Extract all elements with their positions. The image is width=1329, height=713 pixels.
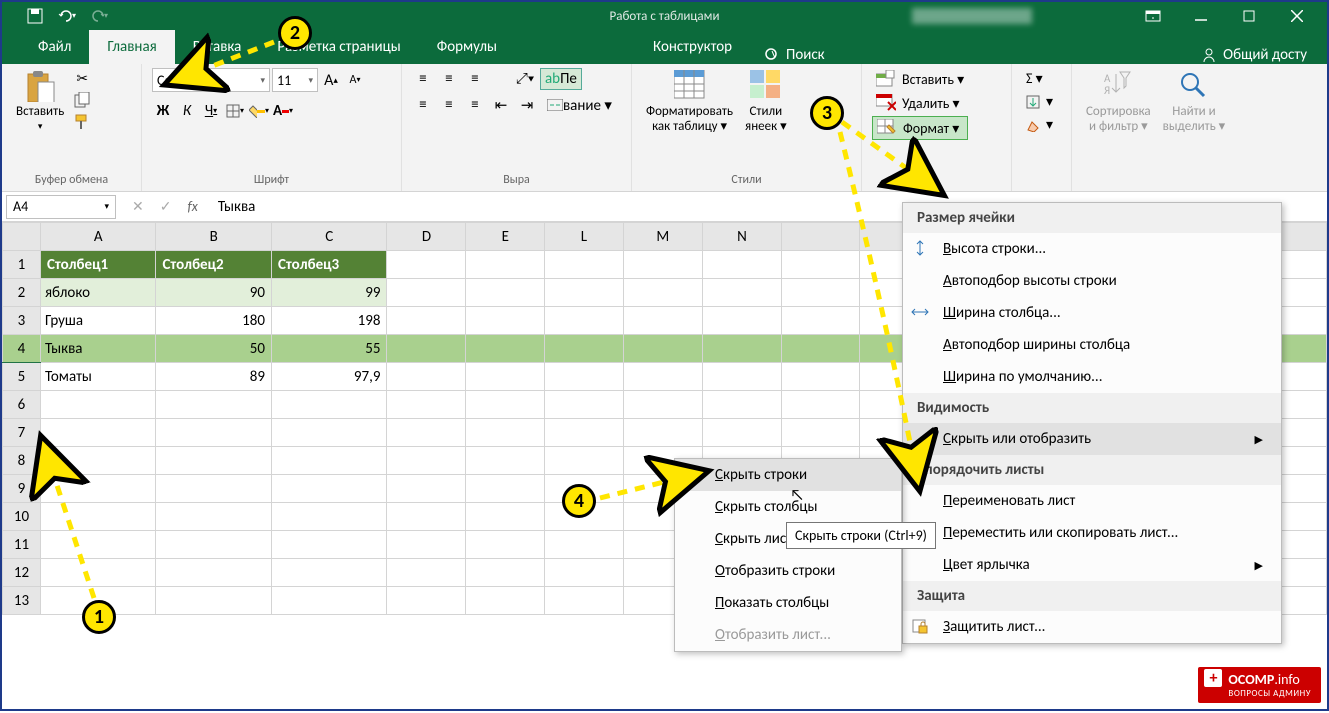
wrap-text-button[interactable]: ab Пе	[540, 68, 582, 90]
watermark: OCOMP.info ВОПРОСЫ АДМИНУ	[1198, 667, 1321, 703]
undo-icon[interactable]: ▾	[58, 7, 76, 25]
cancel-formula-icon[interactable]: ✕	[132, 198, 144, 215]
quick-access-toolbar: ▾ ▾	[2, 7, 108, 25]
tell-me-search[interactable]: Поиск	[750, 46, 839, 64]
minimize-icon[interactable]	[1181, 2, 1221, 30]
ribbon-tabs: Файл Главная Вставка Разметка страницы Ф…	[2, 30, 1327, 64]
shrink-font-icon[interactable]: A▾	[344, 69, 366, 91]
sort-filter-button[interactable]: AЯ Сортировка и фильтр ▾	[1082, 68, 1155, 136]
format-as-table-button[interactable]: Форматировать как таблицу ▾	[642, 68, 737, 136]
group-styles-label: Стили	[642, 171, 851, 189]
menu-item[interactable]: Показать столбцы	[675, 587, 901, 619]
font-size-combo[interactable]: 11▾	[272, 68, 318, 92]
annotation-badge: 4	[562, 484, 596, 518]
cell-styles-button[interactable]: Стили янеек ▾	[741, 68, 791, 136]
tab-insert[interactable]: Вставка	[175, 30, 260, 64]
menu-item[interactable]: Автоподбор ширины столбца	[903, 329, 1281, 361]
align-right-icon[interactable]: ≡	[464, 94, 486, 116]
find-select-button[interactable]: Найти и выделить ▾	[1159, 68, 1230, 136]
save-icon[interactable]	[26, 7, 44, 25]
fill-color-icon[interactable]: ▾	[248, 100, 270, 122]
grow-font-icon[interactable]: A▴	[320, 69, 342, 91]
delete-cells-button[interactable]: Удалить ▾	[872, 92, 968, 114]
align-center-icon[interactable]: ≡	[438, 94, 460, 116]
menu-item[interactable]: Защитить лист...	[903, 611, 1281, 643]
paste-button[interactable]: Вставить ▾	[12, 68, 68, 134]
tab-home[interactable]: Главная	[89, 30, 174, 64]
fx-icon[interactable]: fx	[187, 198, 197, 215]
autosum-icon[interactable]: Σ ▾	[1022, 68, 1057, 89]
menu-item[interactable]: Скрыть столбцы	[675, 491, 901, 523]
orientation-icon[interactable]: ⤢▾	[514, 68, 536, 90]
align-bottom-icon[interactable]: ≡	[464, 68, 486, 90]
title-context: Работа с таблицами	[610, 9, 720, 24]
group-font-label: Шрифт	[152, 171, 391, 189]
indent-dec-icon[interactable]: ⇤	[490, 94, 512, 116]
menu-item[interactable]: Скрыть или отобразить▶	[903, 423, 1281, 455]
insert-cells-button[interactable]: Вставить ▾	[872, 68, 968, 90]
menu-item[interactable]: Автоподбор высоты строки	[903, 265, 1281, 297]
redo-icon[interactable]: ▾	[90, 7, 108, 25]
account-name[interactable]	[912, 8, 1032, 24]
tab-table-design[interactable]: Конструктор	[635, 30, 750, 64]
cut-icon[interactable]: ✂	[72, 68, 92, 88]
cursor-icon: ↖	[790, 486, 804, 505]
ribbon-options-icon[interactable]	[1133, 2, 1173, 30]
fill-icon[interactable]: ▾	[1022, 91, 1057, 112]
format-menu: Размер ячейкиВысота строки...Автоподбор …	[902, 202, 1282, 644]
bold-button[interactable]: Ж	[152, 100, 174, 122]
svg-text:Я: Я	[1104, 84, 1110, 97]
name-box[interactable]: A4▾	[6, 195, 116, 219]
font-name-combo[interactable]: Calibri▾	[152, 68, 270, 92]
annotation-badge: 3	[810, 96, 844, 130]
group-clipboard-label: Буфер обмена	[12, 171, 131, 189]
annotation-badge: 1	[82, 600, 116, 634]
indent-inc-icon[interactable]: ⇥	[516, 94, 538, 116]
menu-item[interactable]: Ширина столбца...	[903, 297, 1281, 329]
menu-item[interactable]: Высота строки...	[903, 233, 1281, 265]
format-painter-icon[interactable]	[72, 112, 92, 132]
merge-button[interactable]: вание ▾	[542, 94, 617, 116]
hide-unhide-submenu: Скрыть строкиСкрыть столбцыСкрыть листОт…	[674, 458, 902, 652]
cursor-icon: ↖	[44, 446, 58, 465]
underline-button[interactable]: Ч ▾	[200, 100, 222, 122]
menu-item: Отобразить лист...	[675, 619, 901, 651]
menu-item[interactable]: Цвет ярлычка▶	[903, 549, 1281, 581]
menu-item[interactable]: Отобразить строки	[675, 555, 901, 587]
enter-formula-icon[interactable]: ✓	[160, 198, 172, 215]
search-label: Поиск	[786, 46, 825, 64]
maximize-icon[interactable]	[1229, 2, 1269, 30]
share-button[interactable]: Общий досту	[1201, 46, 1327, 64]
font-color-icon[interactable]: A▾	[272, 100, 294, 122]
italic-button[interactable]: К	[176, 100, 198, 122]
clear-icon[interactable]: ▾	[1022, 114, 1057, 135]
menu-item[interactable]: Скрыть строки	[675, 459, 901, 491]
align-middle-icon[interactable]: ≡	[438, 68, 460, 90]
close-icon[interactable]	[1277, 2, 1317, 30]
tab-file[interactable]: Файл	[20, 30, 89, 64]
borders-icon[interactable]: ▾	[224, 100, 246, 122]
select-all-corner[interactable]	[3, 223, 41, 251]
menu-item[interactable]: Переместить или скопировать лист...	[903, 517, 1281, 549]
annotation-badge: 2	[278, 16, 312, 50]
format-cells-button[interactable]: Формат ▾	[872, 116, 968, 140]
group-alignment-label: Выра	[412, 171, 621, 189]
title-bar: ▾ ▾ Работа с таблицами	[2, 2, 1327, 30]
menu-item[interactable]: Ширина по умолчанию...	[903, 361, 1281, 393]
tooltip: Скрыть строки (Ctrl+9)	[786, 522, 936, 549]
menu-item[interactable]: Переименовать лист	[903, 485, 1281, 517]
align-top-icon[interactable]: ≡	[412, 68, 434, 90]
align-left-icon[interactable]: ≡	[412, 94, 434, 116]
copy-icon[interactable]	[72, 90, 92, 110]
tab-formulas[interactable]: Формулы	[419, 30, 515, 64]
ribbon: Вставить ▾ ✂ Буфер обмена Calibri▾ 11▾ A…	[2, 64, 1327, 192]
